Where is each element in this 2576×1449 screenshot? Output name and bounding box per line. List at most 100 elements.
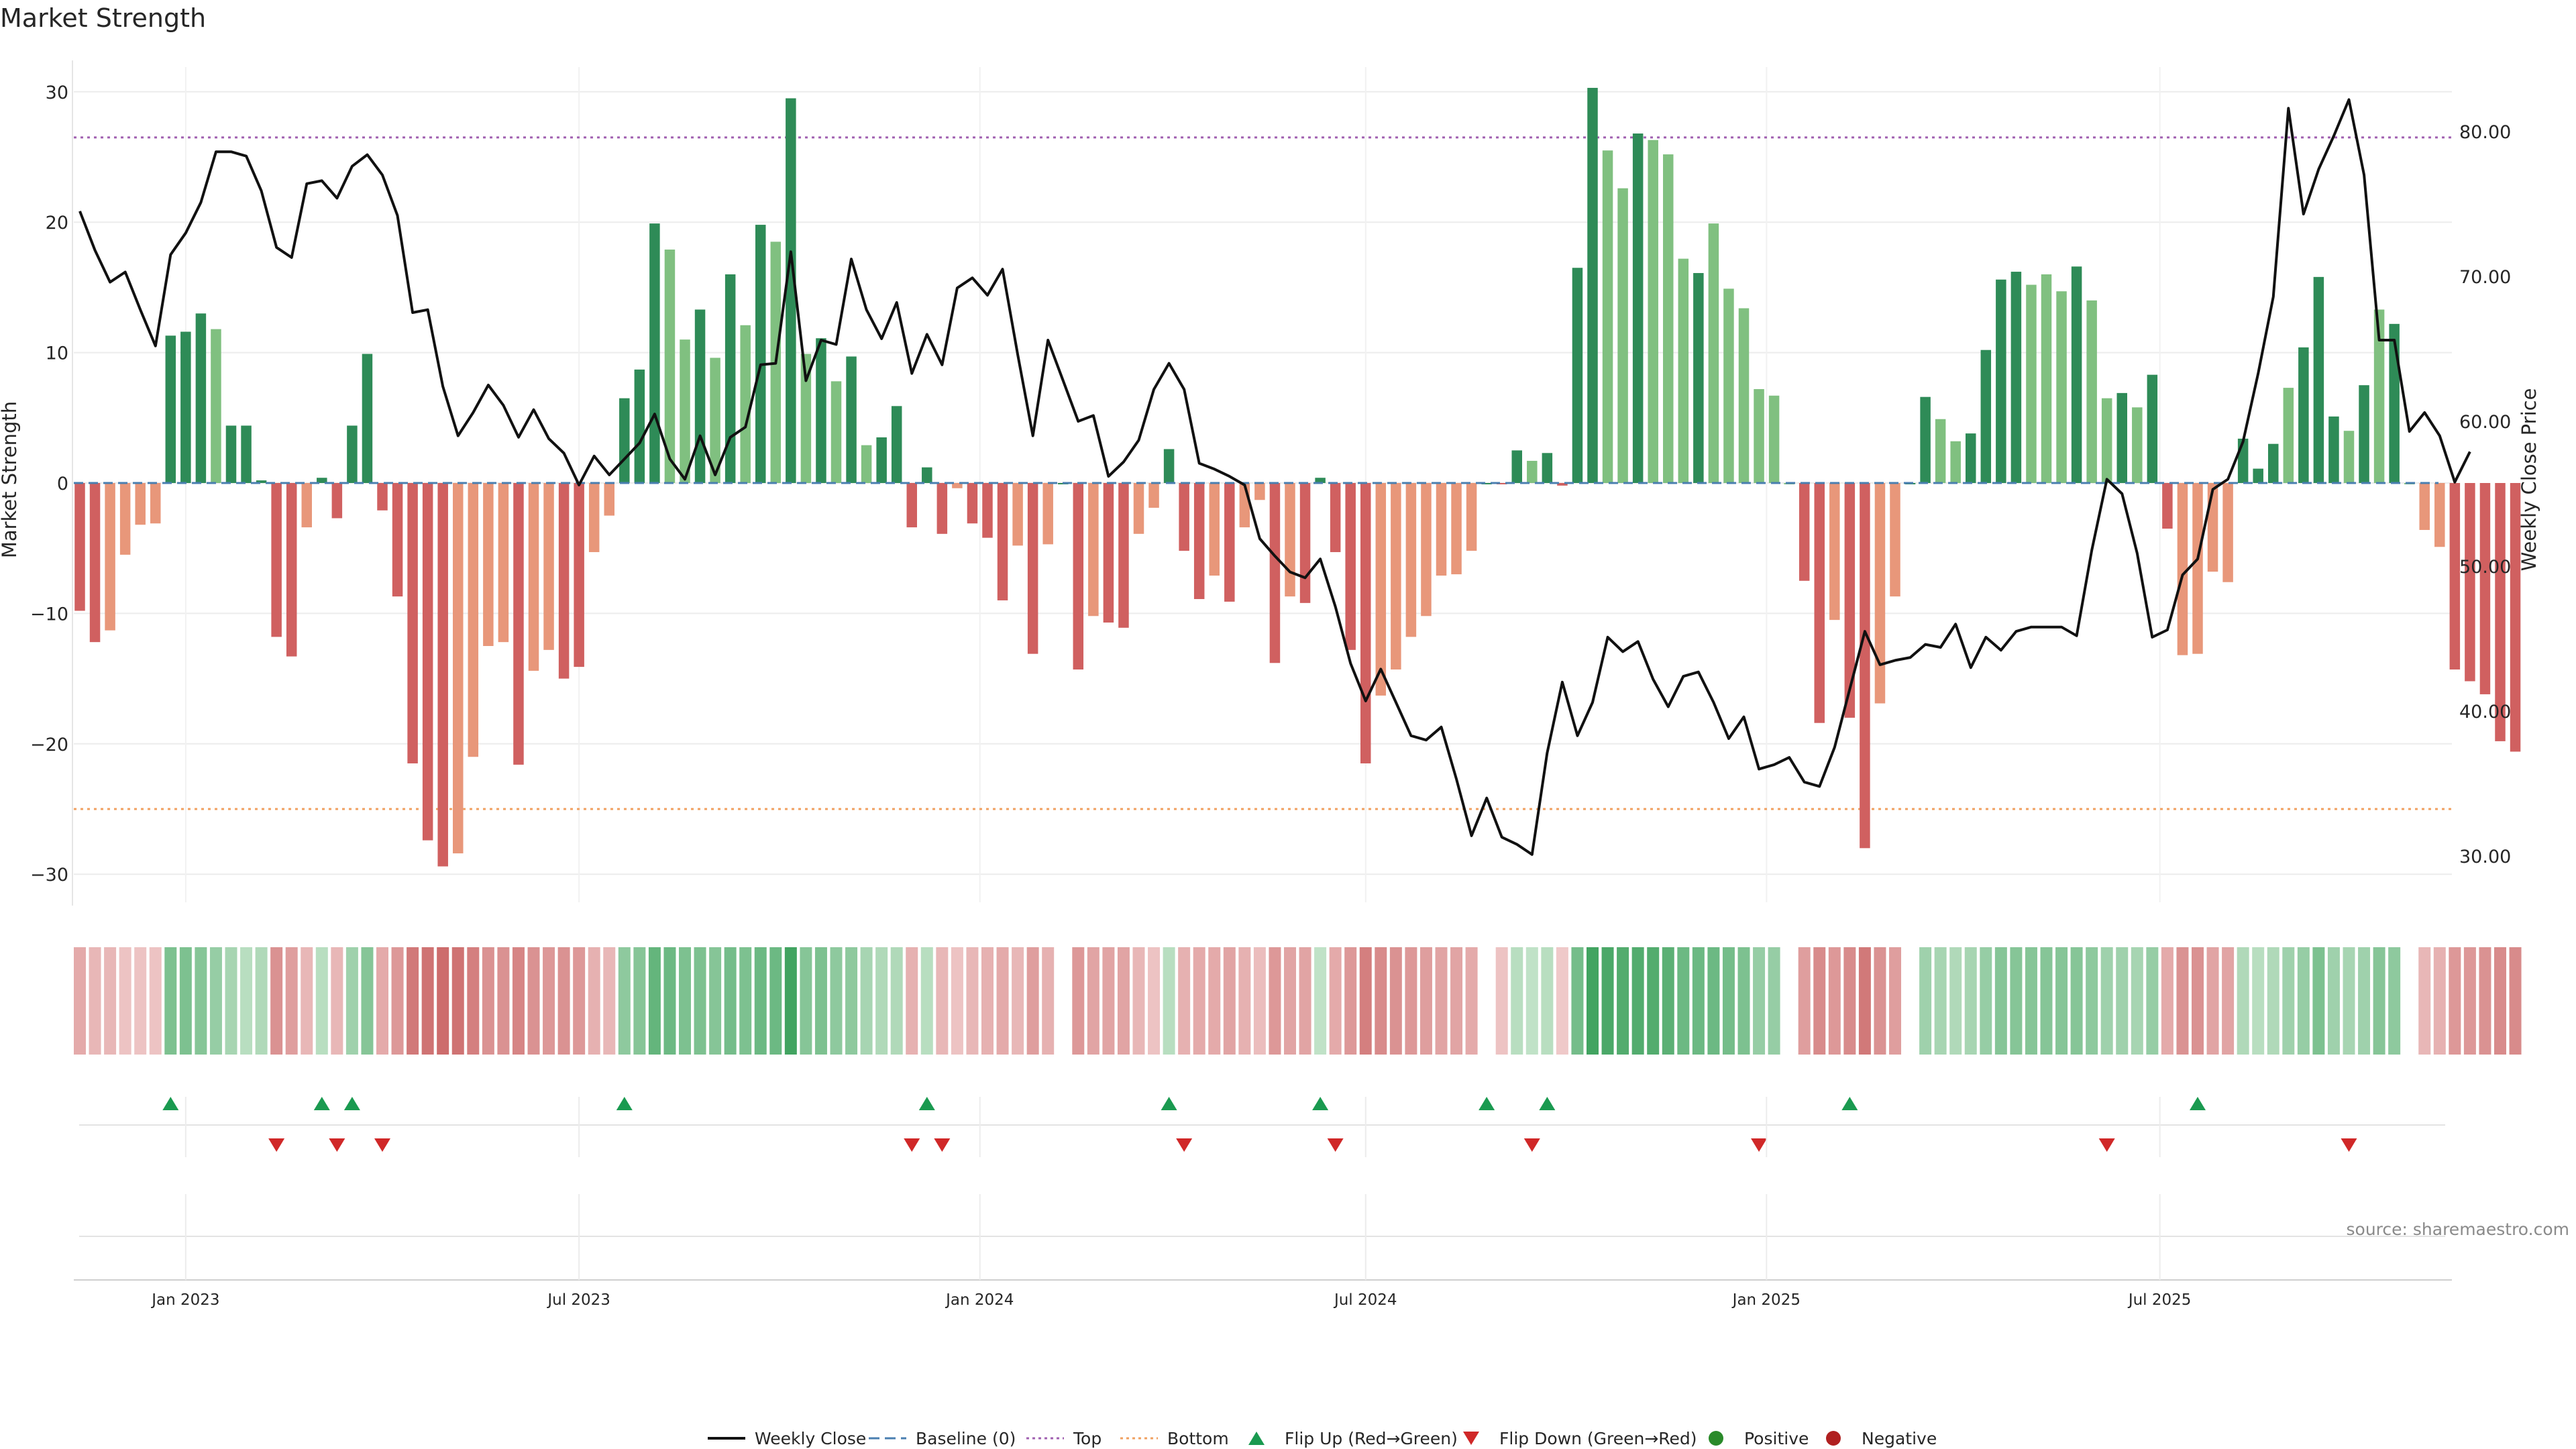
heat-cell-100 xyxy=(1587,947,1599,1055)
legend-swatch-positive xyxy=(1709,1431,1723,1446)
heat-cell-57 xyxy=(936,947,949,1055)
strength-bar-76 xyxy=(1224,483,1235,602)
heat-cell-51 xyxy=(845,947,858,1055)
heat-cell-147 xyxy=(2297,947,2310,1055)
heat-cell-130 xyxy=(2040,947,2053,1055)
heat-cell-29 xyxy=(512,947,525,1055)
strength-bar-125 xyxy=(1966,433,1976,483)
strength-bar-95 xyxy=(1511,450,1522,483)
x-tick-label-5: Jul 2025 xyxy=(2127,1291,2192,1309)
heat-cell-83 xyxy=(1329,947,1342,1055)
heat-cell-34 xyxy=(588,947,600,1055)
heat-cell-81 xyxy=(1299,947,1311,1055)
heat-cell-64 xyxy=(1042,947,1055,1055)
heat-cell-157 xyxy=(2449,947,2461,1055)
heat-cell-154 xyxy=(2403,947,2416,1055)
heat-cell-106 xyxy=(1677,947,1690,1055)
strength-bar-93 xyxy=(1481,483,1492,484)
strength-bar-96 xyxy=(1527,460,1538,483)
heat-cell-149 xyxy=(2327,947,2340,1055)
heat-cell-47 xyxy=(784,947,797,1055)
heat-cell-133 xyxy=(2086,947,2098,1055)
legend-item-5: Flip Down (Green→Red) xyxy=(1463,1429,1697,1448)
strength-bar-49 xyxy=(816,338,826,483)
heat-cell-140 xyxy=(2192,947,2204,1055)
heat-cell-134 xyxy=(2100,947,2113,1055)
strength-bar-57 xyxy=(936,483,948,534)
legend-label-4: Flip Up (Red→Green) xyxy=(1285,1429,1458,1448)
heat-cell-91 xyxy=(1450,947,1463,1055)
legend-label-6: Positive xyxy=(1744,1429,1809,1448)
legend-label-0: Weekly Close xyxy=(755,1429,866,1448)
y2-tick-label-2: 60.00 xyxy=(2459,412,2511,433)
heat-cell-82 xyxy=(1314,947,1327,1055)
flip-down-marker-0 xyxy=(268,1138,285,1152)
strength-bar-62 xyxy=(1012,483,1023,546)
strength-bar-19 xyxy=(362,354,373,483)
flip-up-marker-0 xyxy=(162,1097,179,1110)
strength-bar-6 xyxy=(165,335,176,483)
strength-bar-22 xyxy=(407,483,418,763)
strength-bar-161 xyxy=(2510,483,2521,752)
flip-up-marker-4 xyxy=(918,1097,935,1110)
heat-cell-116 xyxy=(1828,947,1841,1055)
heat-cell-3 xyxy=(119,947,131,1055)
heat-cell-137 xyxy=(2146,947,2159,1055)
heat-cell-16 xyxy=(315,947,328,1055)
strength-bar-138 xyxy=(2162,483,2173,529)
strength-bar-159 xyxy=(2479,483,2491,694)
strength-bar-111 xyxy=(1754,389,1764,483)
strength-bar-105 xyxy=(1663,154,1674,483)
strength-bar-14 xyxy=(286,483,297,657)
strength-bar-28 xyxy=(498,483,509,643)
strength-bar-16 xyxy=(317,478,327,483)
heat-cell-77 xyxy=(1238,947,1251,1055)
strength-bar-67 xyxy=(1088,483,1099,616)
x-tick-label-1: Jul 2023 xyxy=(546,1291,610,1309)
strength-bar-144 xyxy=(2253,468,2263,483)
strength-bar-156 xyxy=(2434,483,2445,547)
strength-bar-112 xyxy=(1768,395,1780,483)
chart-title: Market Strength xyxy=(0,3,206,33)
heat-cell-38 xyxy=(648,947,661,1055)
y-tick-label-1: 20 xyxy=(46,213,68,233)
heat-cell-158 xyxy=(2463,947,2476,1055)
legend-label-7: Negative xyxy=(1862,1429,1937,1448)
legend: Weekly Close Baseline (0) Top Bottom Flip Up… xyxy=(708,1429,1937,1448)
strength-bar-7 xyxy=(180,331,191,483)
heat-cell-19 xyxy=(361,947,374,1055)
strength-bar-63 xyxy=(1027,483,1038,654)
heat-cell-76 xyxy=(1223,947,1236,1055)
y-tick-label-3: 0 xyxy=(57,474,68,494)
strength-bar-26 xyxy=(468,483,479,757)
heat-cell-93 xyxy=(1481,947,1493,1055)
flip-down-marker-9 xyxy=(2098,1138,2115,1152)
heat-cell-1 xyxy=(89,947,101,1055)
heat-cell-161 xyxy=(2509,947,2522,1055)
strength-bar-104 xyxy=(1648,140,1658,483)
strength-bar-70 xyxy=(1133,483,1144,534)
strength-bar-160 xyxy=(2495,483,2506,741)
heat-cell-115 xyxy=(1813,947,1826,1055)
strength-bar-141 xyxy=(2207,483,2218,572)
strength-bar-59 xyxy=(967,483,978,524)
heat-cell-55 xyxy=(906,947,918,1055)
heat-cell-14 xyxy=(285,947,298,1055)
strength-heat-strip xyxy=(74,947,2522,1055)
heat-cell-138 xyxy=(2161,947,2174,1055)
strength-bar-37 xyxy=(634,369,645,483)
heat-cell-71 xyxy=(1148,947,1161,1055)
flip-down-marker-6 xyxy=(1327,1138,1344,1152)
heat-cell-139 xyxy=(2176,947,2189,1055)
strength-bar-17 xyxy=(331,483,343,519)
strength-bar-66 xyxy=(1073,483,1084,669)
strength-bar-42 xyxy=(710,358,720,483)
heat-cell-66 xyxy=(1072,947,1085,1055)
legend-label-3: Bottom xyxy=(1167,1429,1229,1448)
heat-cell-33 xyxy=(573,947,586,1055)
strength-bar-101 xyxy=(1602,150,1613,483)
heat-cell-74 xyxy=(1193,947,1205,1055)
heat-cell-104 xyxy=(1647,947,1660,1055)
x-tick-label-2: Jan 2024 xyxy=(945,1291,1014,1309)
strength-bar-83 xyxy=(1330,483,1341,553)
